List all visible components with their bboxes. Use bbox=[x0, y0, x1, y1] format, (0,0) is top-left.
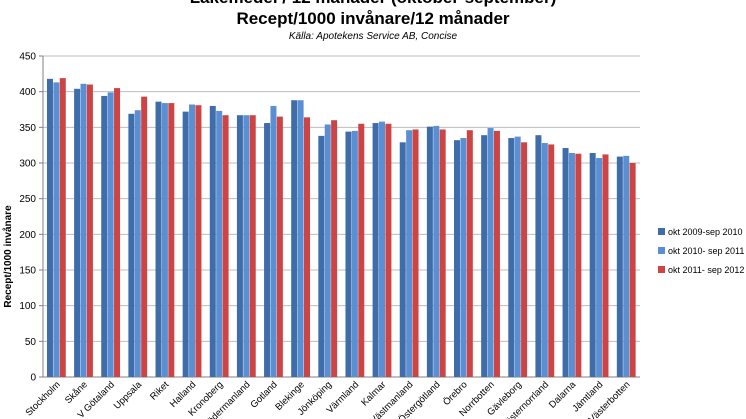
bar-1-6 bbox=[182, 111, 189, 377]
bar-2-3 bbox=[107, 92, 114, 377]
bar-1-8 bbox=[236, 115, 243, 377]
bar-3-20 bbox=[575, 153, 582, 377]
legend-label-1: okt 2009-sep 2010 bbox=[668, 226, 743, 237]
y-tick-label-350: 350 bbox=[19, 123, 36, 134]
bar-3-10 bbox=[303, 117, 310, 377]
legend: okt 2009-sep 2010 okt 2010- sep 2011 okt… bbox=[658, 222, 744, 279]
bar-1-7 bbox=[209, 105, 216, 377]
chart-title: Recept/1000 invånare/12 månader bbox=[236, 9, 510, 28]
bar-3-14 bbox=[412, 129, 419, 377]
y-axis-label: Recept/1000 invånare bbox=[2, 205, 14, 308]
bar-2-21 bbox=[596, 158, 603, 377]
x-tick-label-5: Riket bbox=[148, 379, 171, 402]
bar-3-9 bbox=[276, 116, 283, 377]
bar-1-1 bbox=[46, 78, 53, 378]
bar-2-9 bbox=[270, 105, 277, 377]
legend-swatch-1 bbox=[658, 228, 665, 235]
bar-2-20 bbox=[568, 153, 575, 377]
bar-1-13 bbox=[372, 123, 379, 377]
bar-1-10 bbox=[291, 100, 298, 377]
bar-2-12 bbox=[351, 130, 358, 377]
y-tick-label-0: 0 bbox=[30, 373, 36, 384]
y-tick-label-450: 450 bbox=[19, 52, 36, 63]
bar-1-2 bbox=[74, 88, 81, 378]
bar-1-11 bbox=[318, 135, 325, 377]
bar-2-13 bbox=[379, 121, 386, 377]
y-tick-label-400: 400 bbox=[19, 87, 36, 98]
bar-1-20 bbox=[562, 148, 569, 377]
bar-2-10 bbox=[297, 100, 304, 377]
legend-label-2: okt 2010- sep 2011 bbox=[668, 245, 745, 256]
bar-3-17 bbox=[493, 130, 500, 377]
x-tick-label-1: Stockholm bbox=[24, 379, 63, 418]
bar-3-3 bbox=[114, 88, 121, 377]
bar-1-22 bbox=[616, 156, 623, 377]
legend-swatch-2 bbox=[658, 247, 665, 254]
bar-3-13 bbox=[385, 123, 392, 378]
y-tick-label-300: 300 bbox=[19, 159, 36, 170]
bar-3-6 bbox=[195, 105, 202, 377]
bar-1-5 bbox=[155, 101, 162, 378]
bar-3-5 bbox=[168, 103, 175, 377]
bar-3-18 bbox=[521, 142, 528, 377]
legend-swatch-3 bbox=[658, 266, 665, 273]
bar-2-8 bbox=[243, 115, 250, 377]
bar-2-5 bbox=[161, 103, 168, 377]
bar-1-4 bbox=[128, 113, 135, 377]
bar-2-4 bbox=[134, 110, 141, 378]
bar-2-1 bbox=[53, 82, 60, 377]
bar-1-9 bbox=[264, 123, 271, 377]
bar-3-15 bbox=[439, 129, 446, 377]
y-tick-label-100: 100 bbox=[19, 301, 36, 312]
bar-1-16 bbox=[454, 140, 461, 377]
legend-item-series-1: okt 2009-sep 2010 bbox=[658, 222, 744, 241]
bar-3-2 bbox=[86, 84, 93, 378]
bar-2-2 bbox=[80, 83, 87, 377]
y-tick-label-150: 150 bbox=[19, 266, 36, 277]
bar-1-12 bbox=[345, 131, 352, 377]
bar-3-7 bbox=[222, 115, 229, 377]
bar-2-16 bbox=[460, 138, 467, 377]
bar-2-18 bbox=[514, 136, 521, 377]
bar-2-22 bbox=[623, 155, 630, 377]
bar-2-7 bbox=[216, 110, 223, 377]
bar-1-17 bbox=[481, 135, 488, 377]
bar-3-4 bbox=[141, 96, 148, 377]
bar-2-6 bbox=[189, 104, 196, 378]
bar-2-14 bbox=[406, 130, 413, 377]
bar-3-21 bbox=[602, 154, 609, 377]
x-tick-label-4: Uppsala bbox=[112, 379, 145, 412]
chart-subtitle: Källa: Apotekens Service AB, Concise bbox=[288, 31, 458, 42]
bar-2-17 bbox=[487, 128, 494, 377]
legend-item-series-2: okt 2010- sep 2011 bbox=[658, 241, 744, 260]
bar-2-19 bbox=[541, 143, 548, 377]
bar-1-15 bbox=[426, 126, 433, 378]
bar-2-11 bbox=[324, 124, 331, 377]
bar-3-16 bbox=[466, 130, 473, 377]
y-tick-label-50: 50 bbox=[25, 337, 37, 348]
bar-3-11 bbox=[331, 120, 338, 377]
legend-item-series-3: okt 2011- sep 2012 bbox=[658, 260, 744, 279]
bar-1-3 bbox=[101, 95, 108, 378]
y-tick-label-250: 250 bbox=[19, 194, 36, 205]
bar-3-12 bbox=[358, 123, 365, 378]
chart-title-line1: Läkemedel / 12 månader (oktober-septembe… bbox=[0, 0, 746, 8]
bar-3-1 bbox=[59, 78, 66, 377]
bar-1-21 bbox=[589, 153, 596, 377]
y-tick-label-200: 200 bbox=[19, 230, 36, 241]
legend-label-3: okt 2011- sep 2012 bbox=[668, 264, 745, 275]
bar-1-19 bbox=[535, 135, 542, 377]
bar-1-18 bbox=[508, 138, 515, 377]
bar-3-22 bbox=[629, 163, 636, 377]
bar-1-14 bbox=[399, 142, 406, 377]
bar-2-15 bbox=[433, 125, 440, 377]
bar-3-8 bbox=[249, 115, 256, 377]
bar-3-19 bbox=[548, 144, 555, 377]
